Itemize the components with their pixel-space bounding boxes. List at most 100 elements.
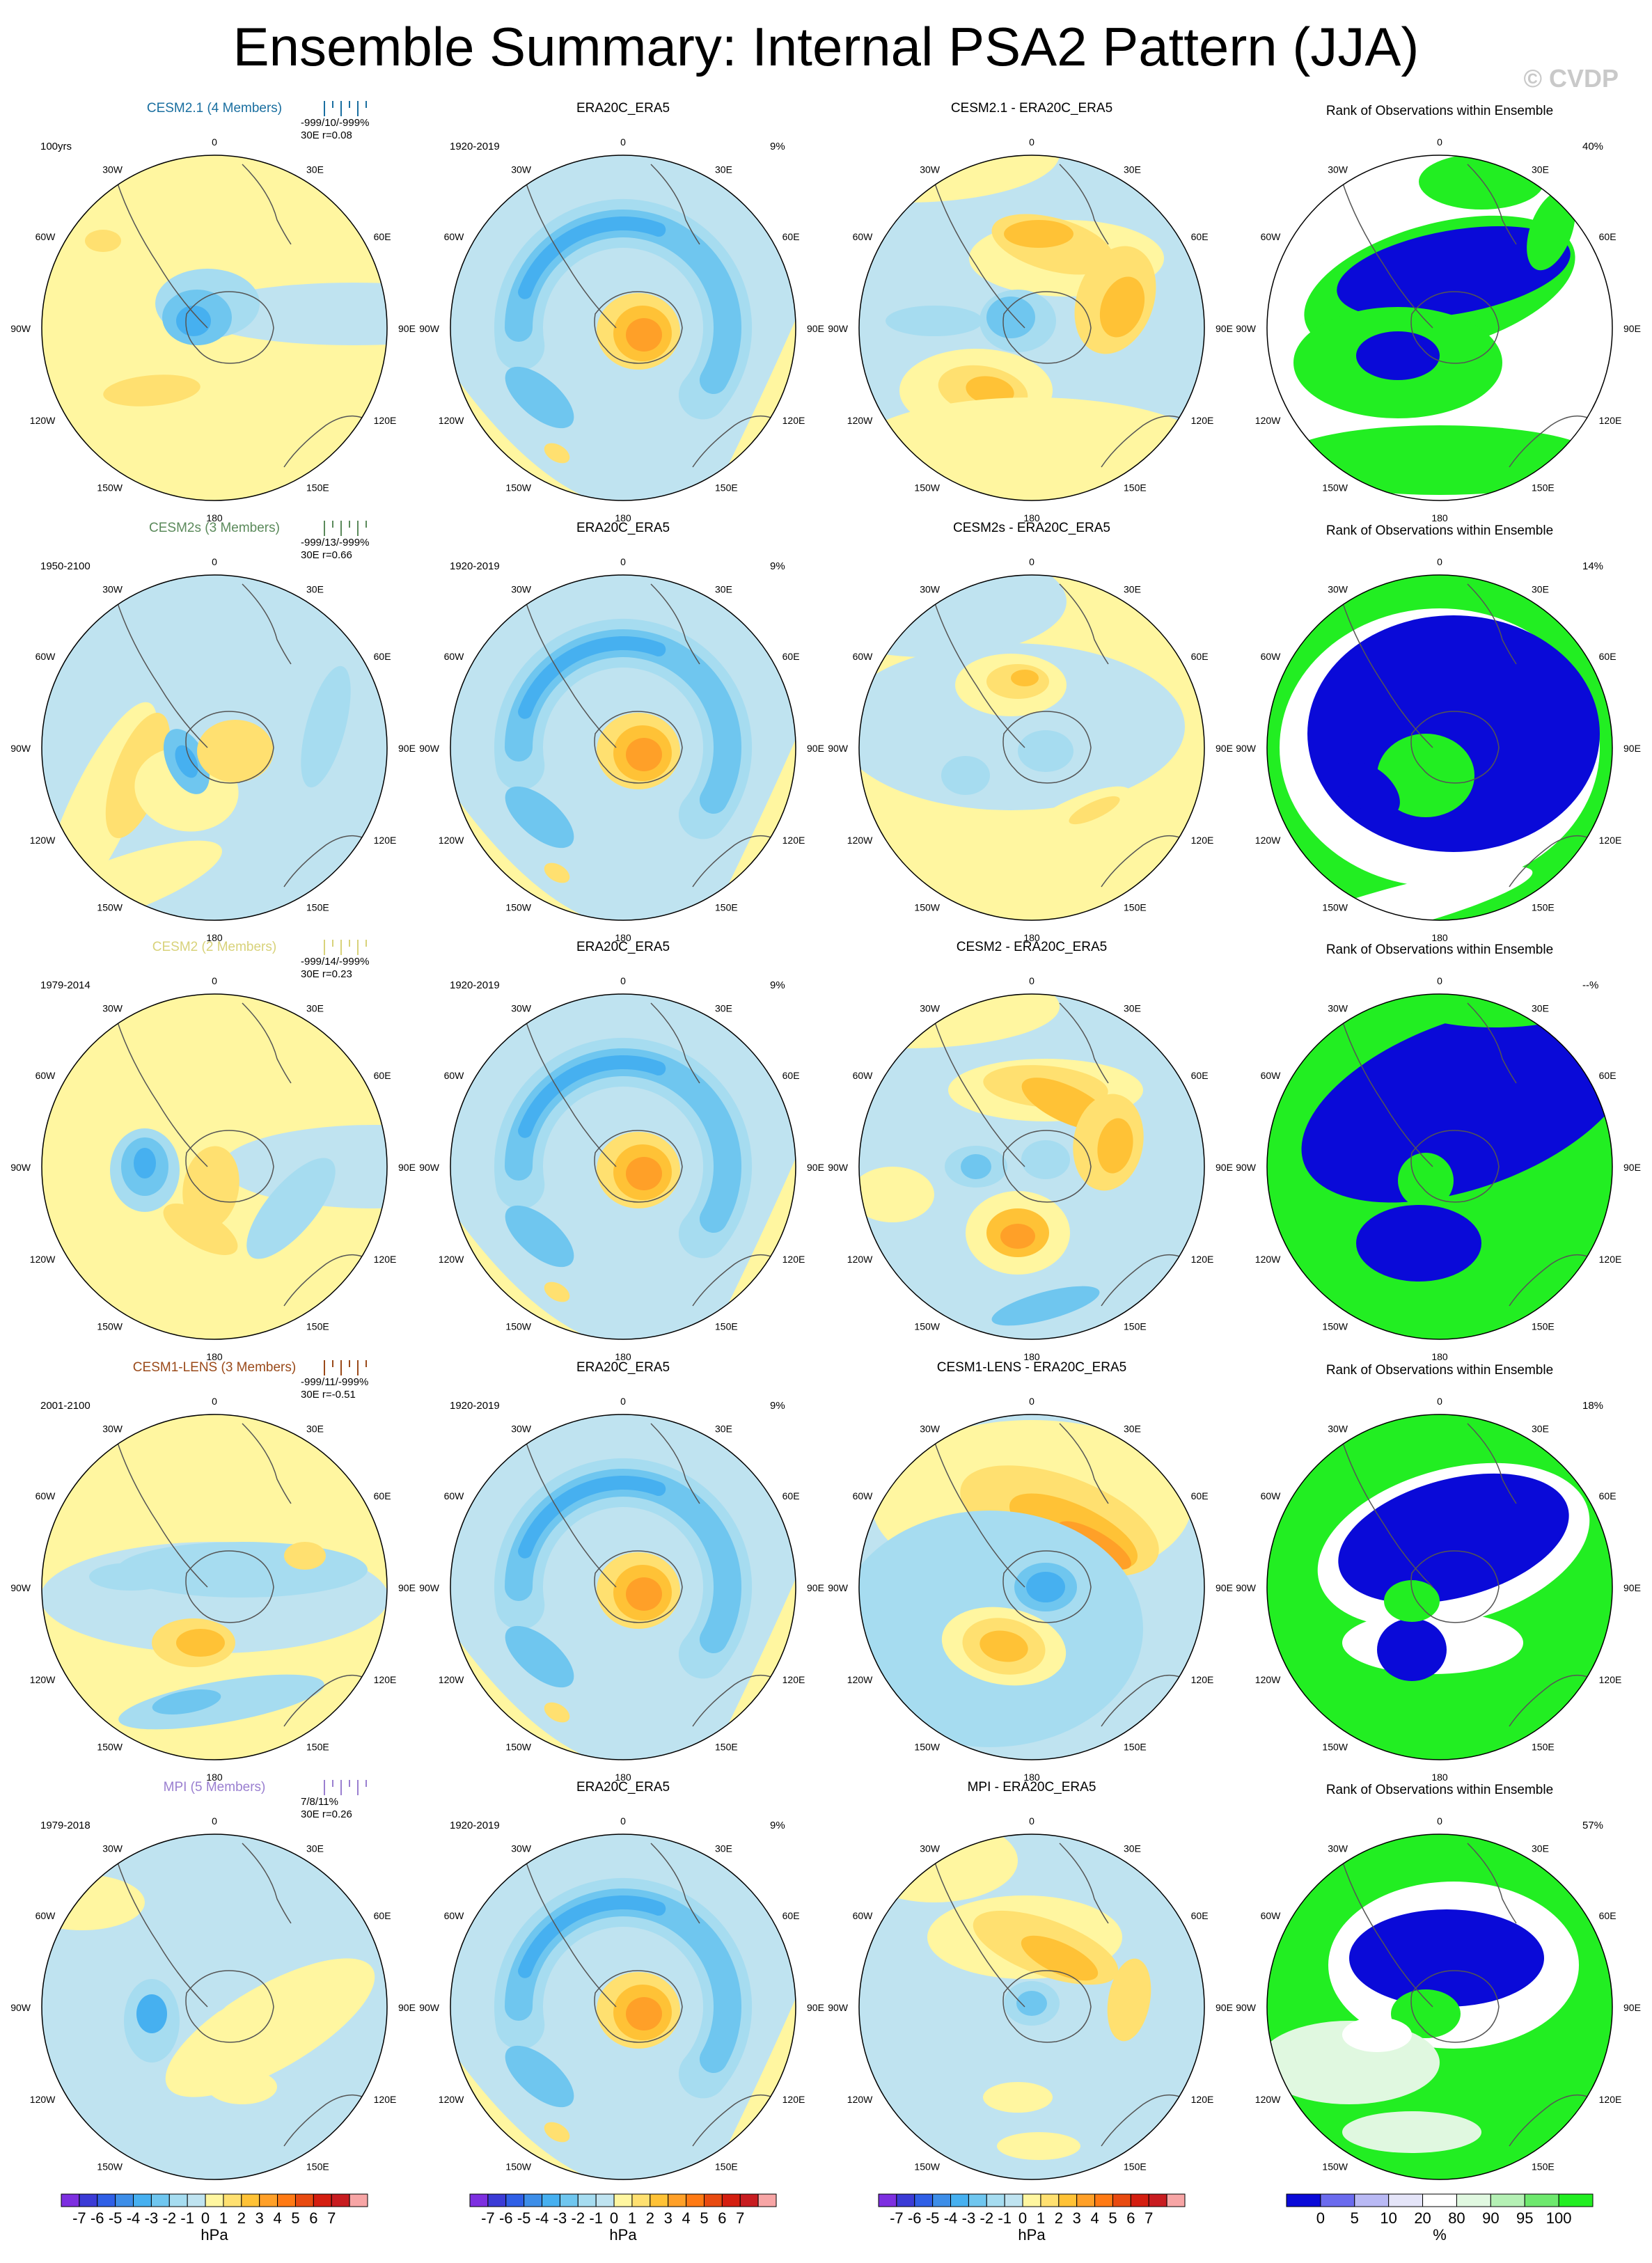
longitude-label: 60E: [374, 1910, 391, 1921]
rank-region-6: [1342, 2017, 1412, 2052]
ensemble-tick: [357, 1780, 359, 1795]
obs-title: ERA20C_ERA5: [576, 940, 670, 954]
longitude-label: 30E: [306, 1002, 324, 1014]
longitude-label: 90E: [1216, 1162, 1233, 1173]
australia-coast: [1101, 415, 1182, 468]
diff-anomaly-5: [941, 756, 990, 795]
model-correlation: 30E r=0.08: [301, 129, 352, 141]
longitude-label: 90W: [828, 2002, 849, 2013]
model-anomaly-1: [165, 1958, 375, 2097]
longitude-label: 0: [1437, 1396, 1442, 1407]
ensemble-tick: [332, 521, 333, 528]
ensemble-tick: [340, 940, 342, 955]
longitude-label: 60E: [1191, 1910, 1209, 1921]
longitude-label: 120W: [439, 1674, 464, 1685]
model-title: CESM2s (3 Members): [149, 521, 280, 535]
colorbar-box: [241, 2193, 260, 2207]
map-boundary: [41, 155, 388, 501]
longitude-label: 60E: [1191, 651, 1209, 662]
rank-region-2: [1338, 1473, 1569, 1604]
colorbar-label: 4: [682, 2209, 690, 2227]
longitude-label: 0: [620, 1815, 626, 1827]
africa-coast: [1059, 1423, 1109, 1504]
longitude-label: 90W: [419, 1582, 440, 1593]
colorbar-box: [469, 2193, 489, 2207]
colorbar-box: [313, 2193, 332, 2207]
rank-percent: 57%: [1582, 1820, 1603, 1831]
antarctica-coast: [594, 1970, 683, 2043]
rank-region-3: [1391, 1989, 1461, 2038]
colorbar-box: [721, 2193, 741, 2207]
map-boundary: [450, 993, 796, 1340]
obs-map-2: 0 30E 60E 90E 120E 150E 180 150W 120W 90W 60W 30W ER…: [419, 521, 824, 943]
antarctica-coast: [594, 711, 683, 784]
colorbar-box: [61, 2193, 80, 2207]
antarctica-coast: [1410, 1130, 1500, 1203]
rank-map-2: 0 30E 60E 90E 120E 150E 180 150W 120W 90W 60W 30W Ra…: [1236, 523, 1641, 943]
longitude-label: 90W: [419, 743, 440, 754]
longitude-label: 120W: [1255, 2094, 1281, 2105]
colorbar-box: [1040, 2193, 1060, 2207]
rank-map-4: 0 30E 60E 90E 120E 150E 180 150W 120W 90W 60W 30W Ra…: [1236, 1363, 1641, 1783]
model-stats: -999/14/-999%: [301, 956, 369, 968]
longitude-label: 60E: [782, 651, 800, 662]
longitude-label: 90W: [1236, 743, 1257, 754]
australia-coast: [283, 415, 365, 468]
longitude-label: 120W: [1255, 835, 1281, 846]
colorbar-obs: -7 -6 -5 -4 -3 -2 -1 0 1 2 3 4 5 6 7 hPa: [469, 2193, 777, 2244]
map-boundary: [1266, 155, 1613, 501]
colorbar-box: [331, 2193, 350, 2207]
longitude-label: 30W: [1328, 1843, 1348, 1854]
longitude-label: 150W: [1322, 1321, 1348, 1332]
longitude-label: 60E: [374, 231, 391, 242]
ensemble-tick: [332, 940, 333, 947]
obs-variance: 9%: [770, 560, 785, 572]
longitude-label: 30E: [1124, 1843, 1141, 1854]
longitude-label: 60W: [444, 1490, 465, 1501]
diff-title: CESM1-LENS - ERA20C_ERA5: [937, 1360, 1126, 1375]
longitude-label: 60E: [1191, 1490, 1209, 1501]
africa-coast: [1467, 583, 1517, 665]
longitude-label: 120E: [782, 1674, 805, 1685]
colorbar-box: [259, 2193, 278, 2207]
longitude-label: 0: [1437, 556, 1442, 567]
obs-low-south: [505, 786, 574, 849]
diff-anomaly-11: [961, 1154, 991, 1179]
diff-anomaly-1: [859, 643, 1185, 810]
obs-title: ERA20C_ERA5: [576, 521, 670, 535]
longitude-label: 90E: [1216, 743, 1233, 754]
longitude-label: 120E: [1191, 1254, 1214, 1265]
ensemble-tick: [349, 521, 350, 528]
diff-anomaly-12: [1021, 1140, 1070, 1179]
longitude-label: 30W: [511, 164, 532, 175]
australia-coast: [283, 1674, 365, 1727]
map-boundary: [1266, 993, 1613, 1340]
obs-map-3: 0 30E 60E 90E 120E 150E 180 150W 120W 90W 60W 30W ER…: [419, 940, 824, 1362]
longitude-label: 30E: [1124, 1423, 1141, 1434]
longitude-label: 150W: [914, 1742, 940, 1753]
longitude-label: 90E: [398, 323, 416, 334]
rank-region-4: [1356, 331, 1440, 380]
colorbar-label: 7: [736, 2209, 744, 2227]
ensemble-tick: [365, 1780, 367, 1787]
longitude-label: 60E: [1599, 651, 1616, 662]
colorbar-label: -6: [908, 2209, 922, 2227]
antarctica-coast: [1002, 291, 1092, 364]
colorbar-box: [896, 2193, 915, 2207]
longitude-label: 150E: [1532, 482, 1555, 494]
longitude-label: 90E: [807, 1582, 824, 1593]
longitude-label: 90W: [1236, 1582, 1257, 1593]
australia-coast: [692, 1674, 773, 1727]
colorbar-label: -2: [980, 2209, 994, 2227]
colorbar-box: [505, 2193, 525, 2207]
model-anomaly-4: [134, 1148, 156, 1178]
obs-title: ERA20C_ERA5: [576, 101, 670, 116]
colorbar-box: [986, 2193, 1005, 2207]
map-boundary: [858, 1834, 1205, 2180]
colorbar-box: [223, 2193, 242, 2207]
diff-anomaly-13: [859, 1167, 934, 1222]
colorbar-box: [968, 2193, 987, 2207]
rank-region-1: [1301, 1005, 1612, 1203]
rank-map-5: 030E60E90E120E150E180150W120W90W60W30WRa…: [1236, 1783, 1641, 2202]
map-boundary: [41, 993, 388, 1340]
